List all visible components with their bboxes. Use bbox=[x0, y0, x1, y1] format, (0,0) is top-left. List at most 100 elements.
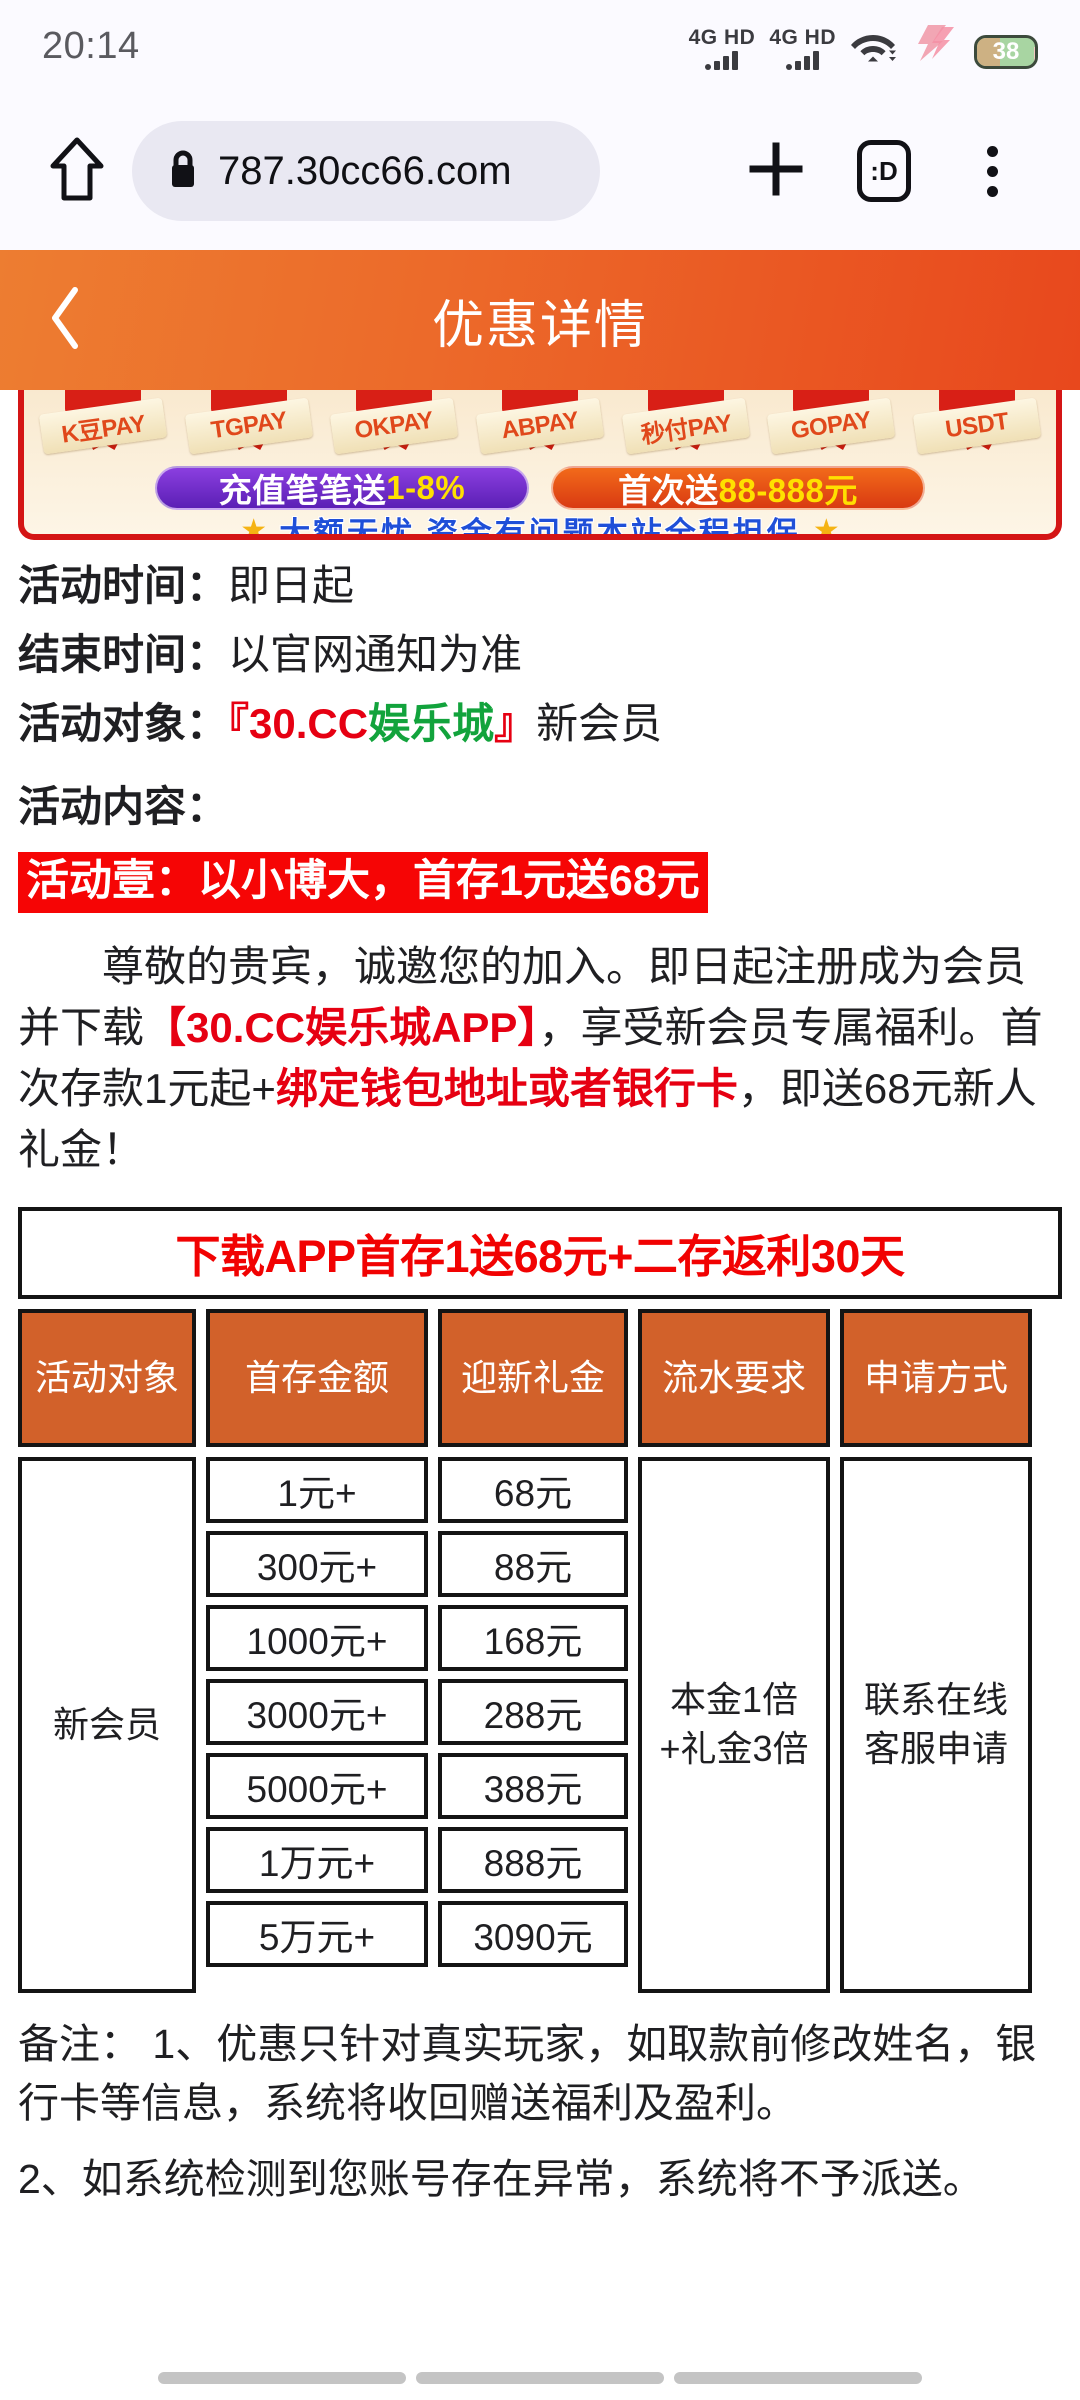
bracket-close: 』 bbox=[494, 700, 537, 748]
nav-home-handle[interactable] bbox=[416, 2372, 664, 2384]
sim1-bars-icon bbox=[705, 50, 739, 70]
table-cell-gift: 168元 bbox=[438, 1604, 628, 1671]
battery-nub bbox=[1034, 46, 1035, 61]
system-navigation-bar bbox=[0, 2356, 1080, 2400]
bracket-open: 『 bbox=[228, 700, 250, 748]
activity-one-banner: 活动壹：以小博大，首存1元送68元 bbox=[18, 852, 708, 914]
payment-badge: 秒付PAY bbox=[621, 390, 750, 460]
paragraph-part2: ，享受新会员专属福利。首次存款1元起+ bbox=[18, 1004, 1043, 1113]
payment-ribbon: K豆PAY bbox=[38, 397, 168, 455]
url-text: 787.30cc66.com bbox=[218, 148, 512, 193]
battery-level: 38 bbox=[992, 37, 1020, 65]
payment-ribbon: ABPAY bbox=[475, 397, 605, 455]
payment-label: GOPAY bbox=[789, 406, 873, 445]
activity-content-label: 活动内容： bbox=[18, 783, 229, 831]
sim2-signal: 4G HD bbox=[769, 27, 836, 70]
table-cell-gift: 68元 bbox=[438, 1456, 628, 1523]
payment-badge: GOPAY bbox=[767, 390, 896, 460]
table-cell-gift: 88元 bbox=[438, 1530, 628, 1597]
payment-badge: TGPAY bbox=[184, 390, 313, 460]
table-column-apply: 申请方式 联系在线客服申请 bbox=[840, 1308, 1032, 1993]
table-cell-apply: 联系在线客服申请 bbox=[840, 1456, 1032, 1993]
tab-switcher-button[interactable]: :D bbox=[830, 117, 938, 225]
browser-menu-button[interactable] bbox=[938, 117, 1046, 225]
first-deposit-value: 88-888元 bbox=[718, 472, 858, 509]
table-column-gift: 迎新礼金 68元 88元 168元 288元 388元 888元 3090元 bbox=[438, 1308, 628, 1993]
star-icon: ★ bbox=[812, 513, 840, 540]
payment-label: 秒付PAY bbox=[639, 409, 733, 449]
activity-time-label: 活动时间： bbox=[18, 562, 229, 609]
paragraph-part3: ，即送68元新人礼金！ bbox=[18, 1065, 1037, 1174]
table-title-row: 下载APP首存1送68元+二存返利30天 bbox=[18, 1206, 1062, 1299]
nav-recents-handle[interactable] bbox=[674, 2372, 922, 2384]
payment-ribbon: OKPAY bbox=[330, 397, 459, 455]
sim2-bars-icon bbox=[786, 50, 820, 70]
target-row: 活动对象：『30.CC娱乐城』新会员 bbox=[18, 700, 1062, 747]
table-cell-amount: 3000元+ bbox=[206, 1678, 428, 1745]
status-bar: 20:14 4G HD 4G HD bbox=[0, 0, 1080, 92]
browser-toolbar: 787.30cc66.com :D bbox=[0, 92, 1080, 250]
table-cell-gift: 288元 bbox=[438, 1678, 628, 1745]
home-button[interactable] bbox=[34, 136, 120, 207]
table-column-target: 活动对象 新会员 bbox=[18, 1308, 196, 1993]
sim1-signal: 4G HD bbox=[689, 27, 756, 70]
payment-label: TGPAY bbox=[208, 406, 289, 445]
guarantee-text: 大额无忧 资金有问题本站全程担保 bbox=[279, 516, 801, 540]
deposit-bonus-value: 1-8% bbox=[386, 469, 466, 506]
page-content: K豆PAY TGPAY OKPAY ABPAY bbox=[0, 390, 1080, 2400]
promo-banner[interactable]: K豆PAY TGPAY OKPAY ABPAY bbox=[18, 390, 1062, 540]
guarantee-row: ★ 大额无忧 资金有问题本站全程担保 ★ bbox=[24, 508, 1056, 540]
payment-ribbon: GOPAY bbox=[767, 397, 896, 455]
paragraph-bind-highlight: 绑定钱包地址或者银行卡 bbox=[275, 1065, 738, 1113]
new-tab-button[interactable] bbox=[722, 117, 830, 225]
status-clock: 20:14 bbox=[42, 24, 140, 67]
table-cell-amount: 1元+ bbox=[206, 1456, 428, 1523]
table-column-amount: 首存金额 1元+ 300元+ 1000元+ 3000元+ 5000元+ 1万元+… bbox=[206, 1308, 428, 1993]
page-header: 优惠详情 bbox=[0, 250, 1080, 390]
deposit-bonus-prefix: 充值笔笔送 bbox=[218, 472, 387, 509]
activity-time-value: 即日起 bbox=[228, 562, 355, 609]
sim2-network-label: 4G HD bbox=[769, 25, 836, 49]
wifi-icon bbox=[850, 28, 896, 69]
nav-back-handle[interactable] bbox=[158, 2372, 406, 2384]
amount-cells: 1元+ 300元+ 1000元+ 3000元+ 5000元+ 1万元+ 5万元+ bbox=[206, 1456, 428, 1967]
table-cell-amount: 1000元+ bbox=[206, 1604, 428, 1671]
target-label: 活动对象： bbox=[18, 700, 229, 748]
browser-actions: :D bbox=[722, 117, 1046, 225]
target-suffix: 新会员 bbox=[536, 700, 663, 748]
table-header-cell: 流水要求 bbox=[638, 1308, 830, 1447]
table-cell-amount: 5万元+ bbox=[206, 1900, 428, 1967]
status-indicators: 4G HD 4G HD bbox=[689, 23, 1038, 70]
table-cell-member-type: 新会员 bbox=[18, 1456, 196, 1993]
table-header-cell: 申请方式 bbox=[840, 1308, 1032, 1447]
back-button[interactable] bbox=[0, 250, 130, 390]
lightning-bolt-icon bbox=[910, 23, 960, 68]
payment-ribbon: TGPAY bbox=[184, 397, 313, 455]
deposit-bonus-pill[interactable]: 充值笔笔送 1-8% bbox=[155, 466, 529, 510]
payment-badge: K豆PAY bbox=[38, 390, 168, 460]
table-header-cell: 首存金额 bbox=[206, 1308, 428, 1447]
battery-icon: 38 bbox=[974, 34, 1038, 69]
table-cell-amount: 1万元+ bbox=[206, 1826, 428, 1893]
url-bar[interactable]: 787.30cc66.com bbox=[132, 121, 600, 221]
plus-icon bbox=[747, 140, 805, 203]
end-time-label: 结束时间： bbox=[18, 631, 229, 679]
promo-paragraph: 尊敬的贵宾，诚邀您的加入。即日起注册成为会员并下载【30.CC娱乐城APP】，享… bbox=[18, 937, 1062, 1181]
first-deposit-pill[interactable]: 首次送 88-888元 bbox=[551, 466, 925, 510]
payment-badge: USDT bbox=[912, 390, 1042, 460]
payment-label: K豆PAY bbox=[59, 409, 147, 449]
payment-ribbon: 秒付PAY bbox=[621, 397, 750, 455]
table-cell-gift: 388元 bbox=[438, 1752, 628, 1819]
star-icon: ★ bbox=[240, 513, 268, 540]
gift-cells: 68元 88元 168元 288元 388元 888元 3090元 bbox=[438, 1456, 628, 1967]
table-cell-wager: 本金1倍+礼金3倍 bbox=[638, 1456, 830, 1993]
end-time-value: 以官网通知为准 bbox=[228, 631, 523, 679]
kebab-menu-icon bbox=[986, 145, 998, 197]
back-chevron-icon bbox=[45, 284, 85, 357]
sim1-network-label: 4G HD bbox=[688, 25, 756, 49]
payment-label: OKPAY bbox=[353, 406, 436, 445]
table-header-cell: 活动对象 bbox=[18, 1308, 196, 1447]
tab-count-label: :D bbox=[857, 140, 911, 202]
payment-label: ABPAY bbox=[499, 406, 581, 445]
